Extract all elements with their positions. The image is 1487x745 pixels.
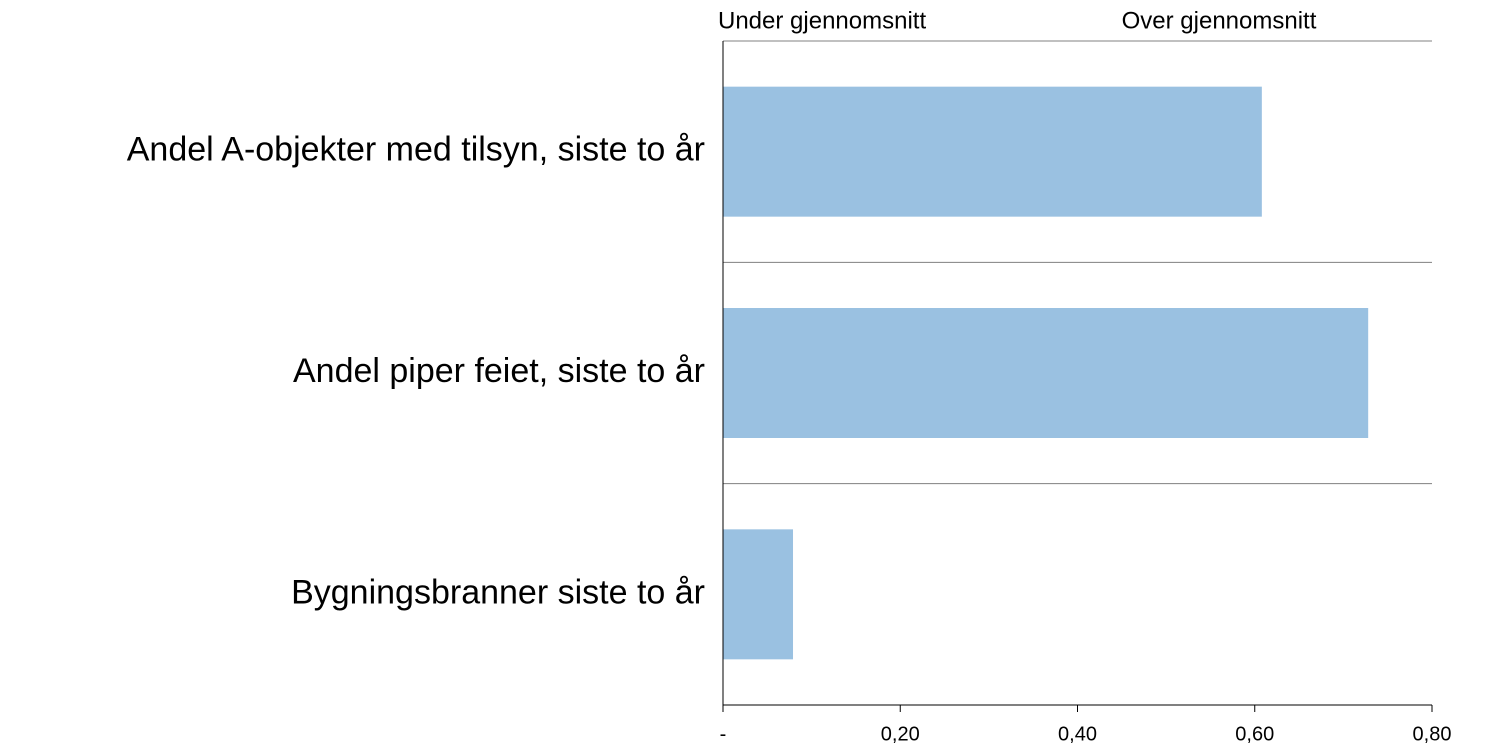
- x-tick-label: -: [720, 723, 727, 745]
- y-tick-label: Andel A-objekter med tilsyn, siste to år: [127, 131, 705, 169]
- annotation: Over gjennomsnitt: [1122, 7, 1317, 34]
- y-tick-label: Andel piper feiet, siste to år: [293, 352, 705, 390]
- x-tick-label: 0,60: [1235, 723, 1274, 745]
- x-tick-label: 0,20: [881, 723, 920, 745]
- annotation: Under gjennomsnitt: [718, 7, 926, 34]
- bar: [723, 86, 1262, 217]
- x-tick-label: 0,80: [1413, 723, 1452, 745]
- bar: [723, 308, 1369, 438]
- x-tick-label: 0,40: [1058, 723, 1097, 745]
- bar: [723, 529, 794, 660]
- y-tick-label: Bygningsbranner siste to år: [291, 573, 705, 611]
